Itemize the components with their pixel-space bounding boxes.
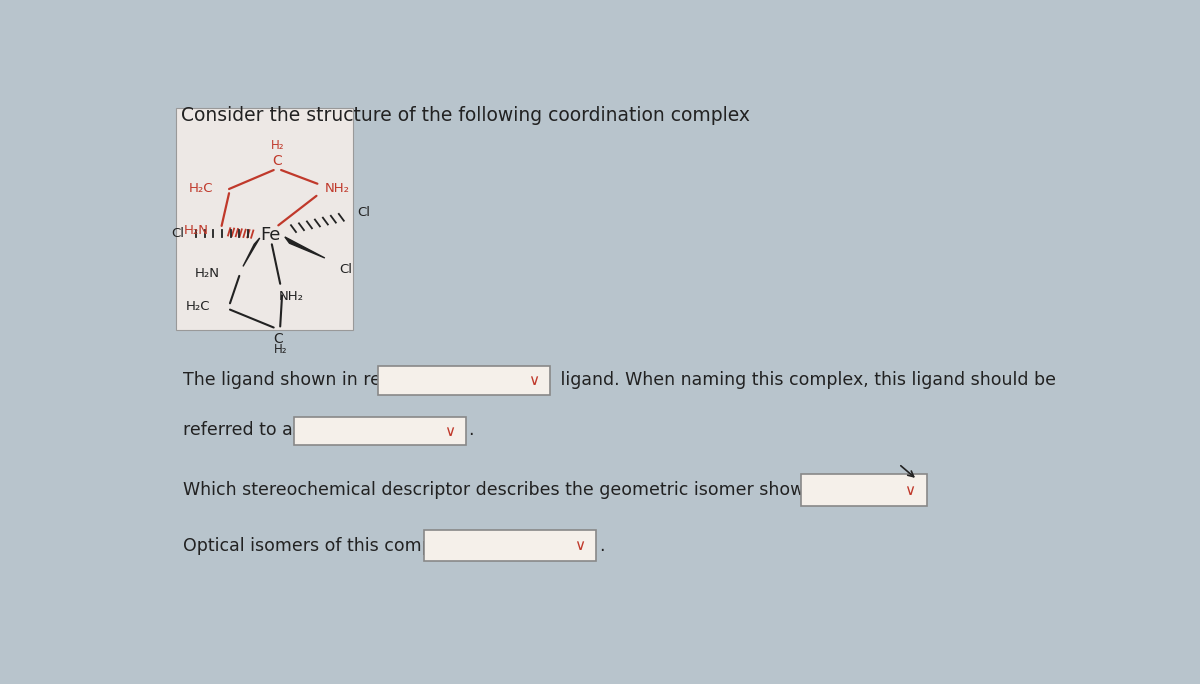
Text: Consider the structure of the following coordination complex: Consider the structure of the following … xyxy=(181,106,750,124)
Bar xyxy=(425,529,596,562)
Bar xyxy=(176,108,353,330)
Text: ∨: ∨ xyxy=(528,373,539,389)
Polygon shape xyxy=(284,237,325,258)
Text: Cl: Cl xyxy=(340,263,353,276)
Text: referred to as: referred to as xyxy=(182,421,301,438)
Text: Cl: Cl xyxy=(172,226,185,239)
Bar xyxy=(294,417,466,445)
Polygon shape xyxy=(242,238,259,267)
Bar xyxy=(802,475,926,506)
Text: C: C xyxy=(274,332,283,346)
Bar xyxy=(378,367,550,395)
Text: NH₂: NH₂ xyxy=(278,290,304,303)
Text: Cl: Cl xyxy=(358,206,371,219)
Text: Which stereochemical descriptor describes the geometric isomer shown here?: Which stereochemical descriptor describe… xyxy=(182,482,869,499)
Text: .: . xyxy=(468,421,474,438)
Text: H₂: H₂ xyxy=(271,139,284,152)
Text: ∨: ∨ xyxy=(574,538,586,553)
Text: .: . xyxy=(599,536,605,555)
Text: The ligand shown in red is a: The ligand shown in red is a xyxy=(182,371,427,389)
Text: H₂: H₂ xyxy=(274,343,287,356)
Text: H₂C: H₂C xyxy=(188,183,214,196)
Text: ∨: ∨ xyxy=(905,483,916,498)
Text: NH₂: NH₂ xyxy=(325,182,350,195)
Text: H₂N: H₂N xyxy=(184,224,209,237)
Text: H₂N: H₂N xyxy=(194,267,220,280)
Text: Optical isomers of this complex are: Optical isomers of this complex are xyxy=(182,536,492,555)
Text: Fe: Fe xyxy=(260,226,281,244)
Text: H₂C: H₂C xyxy=(186,300,210,313)
Text: ∨: ∨ xyxy=(444,423,455,438)
Text: ligand. When naming this complex, this ligand should be: ligand. When naming this complex, this l… xyxy=(554,371,1056,389)
Text: C: C xyxy=(272,153,282,168)
